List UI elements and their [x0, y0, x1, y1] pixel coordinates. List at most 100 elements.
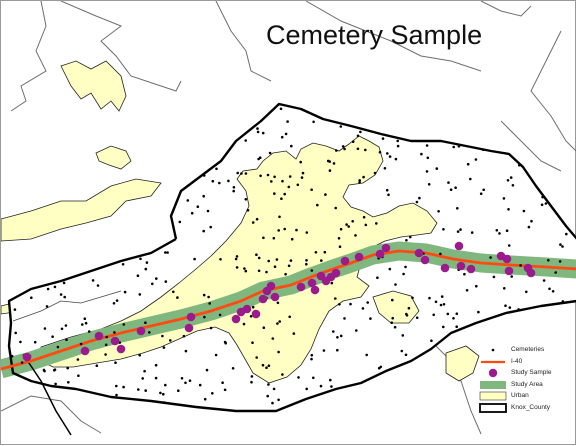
study-sample-point	[94, 331, 104, 341]
study-sample-point	[231, 314, 241, 324]
cemetery-point	[366, 301, 370, 304]
cemetery-point	[296, 183, 300, 187]
cemetery-point	[84, 321, 88, 325]
cemetery-point	[358, 181, 361, 184]
cemetery-point	[335, 149, 338, 152]
cemetery-point	[561, 245, 564, 248]
cemetery-points	[10, 107, 568, 405]
cemetery-point	[251, 305, 255, 309]
cemetery-point	[295, 228, 298, 232]
cemetery-point	[479, 192, 483, 195]
cemetery-point	[442, 303, 446, 306]
cemetery-point	[299, 160, 303, 164]
cemetery-point	[356, 147, 360, 151]
cemetery-point	[489, 256, 492, 259]
cemetery-point	[328, 169, 332, 172]
cemetery-point	[310, 188, 313, 191]
cemetery-point	[255, 356, 258, 359]
cemetery-point	[432, 313, 436, 317]
cemetery-point	[385, 188, 389, 192]
cemetery-point	[284, 272, 287, 276]
study-sample-point	[502, 254, 512, 264]
cemetery-point	[281, 179, 284, 183]
cemetery-point	[284, 132, 288, 136]
study-sample-point	[354, 252, 364, 262]
cemetery-point	[551, 290, 555, 293]
cemetery-point	[328, 160, 332, 163]
cemetery-point	[425, 144, 429, 147]
cemetery-point	[329, 378, 332, 382]
cemetery-point	[266, 394, 270, 398]
cemetery-point	[184, 381, 187, 385]
cemetery-point	[559, 243, 562, 246]
cemetery-point	[565, 232, 568, 236]
cemetery-point	[162, 401, 166, 404]
cemetery-point	[465, 289, 469, 292]
cemetery-point	[362, 175, 365, 179]
cemetery-point	[459, 228, 462, 231]
cemetery-point	[542, 279, 546, 282]
cemetery-point	[324, 193, 327, 196]
cemetery-point	[388, 155, 392, 158]
cemetery-point	[211, 179, 215, 183]
cemetery-point	[95, 364, 99, 368]
cemetery-point	[223, 340, 227, 344]
cemetery-point	[455, 312, 459, 316]
cemetery-point	[355, 329, 358, 332]
cemetery-point	[288, 315, 292, 319]
cemetery-point	[369, 317, 372, 320]
cemetery-point	[518, 163, 521, 167]
cemetery-point	[256, 127, 259, 130]
cemetery-point	[474, 158, 478, 161]
cemetery-point	[312, 120, 315, 124]
cemetery-point	[519, 264, 522, 267]
cemetery-point	[404, 265, 407, 269]
cemetery-point	[244, 139, 247, 142]
study-sample-point	[440, 263, 450, 273]
cemetery-point	[305, 387, 309, 391]
cemetery-point	[290, 237, 294, 241]
study-sample-point	[504, 266, 514, 276]
cemetery-point	[219, 258, 222, 261]
cemetery-point	[364, 148, 367, 152]
cemetery-point	[198, 383, 202, 387]
cemetery-point	[430, 339, 433, 343]
cemetery-point	[10, 354, 14, 358]
cemetery-point	[246, 209, 250, 212]
cemetery-point	[330, 281, 334, 285]
study-sample-point	[80, 346, 90, 356]
cemetery-point	[287, 264, 291, 268]
cemetery-point	[172, 290, 175, 294]
cemetery-point	[275, 258, 279, 261]
cemetery-point	[141, 377, 144, 380]
cemetery-point	[236, 171, 239, 175]
cemetery-point	[188, 379, 192, 383]
cemetery-point	[426, 156, 430, 160]
cemetery-point	[122, 323, 126, 326]
cemetery-point	[144, 267, 148, 271]
cemetery-point	[509, 176, 513, 179]
cemetery-point	[151, 282, 154, 286]
cemetery-point	[401, 334, 405, 337]
cemetery-point	[373, 171, 377, 175]
cemetery-point	[79, 342, 83, 346]
cemetery-point	[437, 210, 440, 213]
cemetery-point	[420, 152, 423, 156]
cemetery-point	[65, 338, 68, 342]
cemetery-point	[365, 353, 369, 357]
cemetery-point	[511, 184, 515, 187]
cemetery-point	[338, 245, 342, 248]
cemetery-point	[227, 179, 230, 183]
cemetery-point	[276, 322, 279, 325]
cemetery-point	[162, 392, 165, 396]
cemetery-point	[470, 231, 474, 234]
cemetery-point	[115, 393, 118, 397]
study-sample-point	[331, 268, 341, 278]
study-sample-point	[242, 304, 252, 314]
cemetery-point	[477, 310, 480, 314]
cemetery-point	[280, 135, 284, 139]
cemetery-point	[262, 236, 265, 240]
cemetery-point	[265, 366, 268, 370]
cemetery-point	[454, 186, 457, 189]
cemetery-point	[243, 267, 246, 270]
